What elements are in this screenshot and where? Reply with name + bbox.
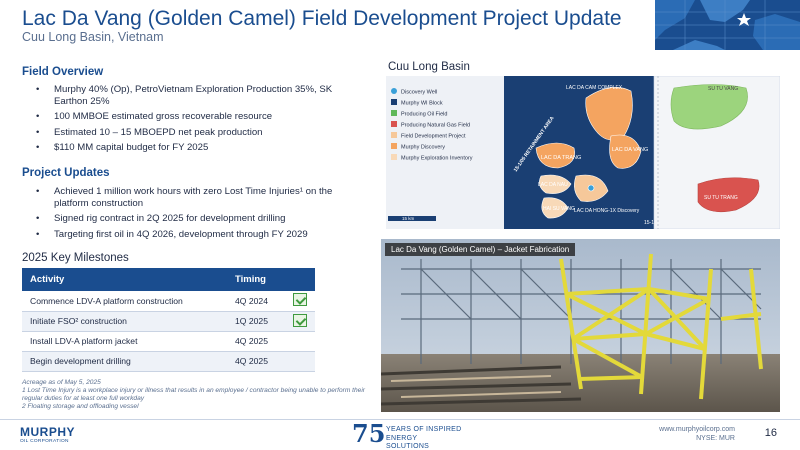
- map-label: SU TU TRANG: [704, 195, 738, 201]
- website-link[interactable]: www.murphyoilcorp.com: [659, 426, 735, 433]
- star-icon: [737, 13, 751, 26]
- project-updates-list: Achieved 1 million work hours with zero …: [22, 186, 357, 244]
- list-item: Targeting first oil in 4Q 2026, developm…: [22, 229, 357, 241]
- anniversary-number: 75: [352, 419, 386, 448]
- list-item: Signed rig contract in 2Q 2025 for devel…: [22, 213, 357, 225]
- field-overview-heading: Field Overview: [22, 66, 104, 78]
- logo-word: MURPHY: [20, 425, 76, 439]
- timing-cell: 4Q 2025: [235, 331, 293, 352]
- list-item: Estimated 10 – 15 MBOEPD net peak produc…: [22, 127, 357, 139]
- field-su-tu-vang: [670, 84, 748, 130]
- tagline-line: ENERGY SOLUTIONS: [386, 434, 430, 450]
- table-row: Commence LDV-A platform construction 4Q …: [22, 291, 315, 312]
- table-row: Initiate FSO² construction 1Q 2025: [22, 311, 315, 332]
- legend-label: Producing Natural Gas Field: [401, 123, 470, 129]
- activity-cell: Begin development drilling: [22, 351, 235, 372]
- timing-cell: 4Q 2025: [235, 351, 293, 372]
- map-label: SU TU VANG: [708, 86, 738, 92]
- map-label: LAC DA HONG-1X Discovery: [574, 208, 640, 214]
- map-label: LAC DA CAM COMPLEX: [566, 85, 623, 91]
- basin-map: Discovery Well Murphy WI Block Producing…: [386, 75, 781, 230]
- footnote: 1 Lost Time Injury is a workplace injury…: [22, 387, 365, 402]
- page-subtitle: Cuu Long Basin, Vietnam: [22, 30, 164, 44]
- footer-contact: www.murphyoilcorp.com NYSE: MUR: [659, 425, 735, 443]
- scale-label: 15 km: [402, 216, 415, 221]
- field-lac-da-vang: [609, 134, 642, 169]
- page-title: Lac Da Vang (Golden Camel) Field Develop…: [22, 7, 622, 30]
- legend-label: Murphy WI Block: [401, 101, 443, 107]
- map-legend: Discovery Well Murphy WI Block Producing…: [391, 88, 473, 162]
- murphy-logo: MURPHY OIL CORPORATION: [20, 423, 80, 447]
- table-row: Begin development drilling 4Q 2025: [22, 351, 315, 372]
- page-number: 16: [764, 427, 777, 439]
- activity-cell: Initiate FSO² construction: [22, 311, 235, 332]
- map-label: LAC DA TRANG: [541, 155, 581, 161]
- map-label: HAI SU VANG: [543, 206, 575, 212]
- list-item: $110 MM capital budget for FY 2025: [22, 142, 357, 154]
- legend-label: Discovery Well: [401, 90, 437, 96]
- list-item: Achieved 1 million work hours with zero …: [22, 186, 357, 210]
- tagline-line: YEARS OF INSPIRED: [386, 426, 462, 433]
- scale-bar: [388, 216, 436, 221]
- photo-caption: Lac Da Vang (Golden Camel) – Jacket Fabr…: [385, 243, 576, 256]
- column-header-timing: Timing: [235, 268, 315, 291]
- activity-cell: Install LDV-A platform jacket: [22, 331, 235, 352]
- field-overview-list: Murphy 40% (Op), PetroVietnam Exploratio…: [22, 84, 357, 157]
- table-row: Install LDV-A platform jacket 4Q 2025: [22, 331, 315, 352]
- map-label: LAC DA NAU: [538, 182, 568, 188]
- field-su-tu-trang: [697, 177, 760, 213]
- footnote: 2 Floating storage and offloading vessel: [22, 403, 139, 410]
- footnotes: Acreage as of May 5, 2025 1 Lost Time In…: [22, 379, 377, 411]
- footer-divider: [0, 419, 800, 420]
- legend-label: Murphy Exploration Inventory: [401, 156, 473, 162]
- list-item: Murphy 40% (Op), PetroVietnam Exploratio…: [22, 84, 357, 108]
- jacket-fabrication-photo: Lac Da Vang (Golden Camel) – Jacket Fabr…: [381, 239, 780, 412]
- milestones-table: Activity Timing Commence LDV-A platform …: [22, 268, 315, 372]
- map-label: 15-1: [644, 220, 654, 226]
- milestones-heading: 2025 Key Milestones: [22, 252, 129, 264]
- table-header-row: Activity Timing: [22, 268, 315, 291]
- jacket-structure: [559, 253, 763, 400]
- activity-cell: Commence LDV-A platform construction: [22, 291, 235, 312]
- legend-label: Field Development Project: [401, 134, 466, 140]
- list-item: 100 MMBOE estimated gross recoverable re…: [22, 111, 357, 123]
- timing-cell: 1Q 2025: [235, 311, 293, 332]
- anniversary-tagline: YEARS OF INSPIRED ENERGY SOLUTIONS: [386, 426, 462, 450]
- anniversary-logo: 75 YEARS OF INSPIRED ENERGY SOLUTIONS: [352, 419, 462, 450]
- map-title: Cuu Long Basin: [388, 61, 470, 73]
- field-lac-da-nau: [539, 174, 572, 194]
- discovery-well-marker: [587, 184, 595, 192]
- ticker: NYSE: MUR: [696, 435, 735, 442]
- footnote: Acreage as of May 5, 2025: [22, 379, 101, 386]
- field-hai-su-vang: [541, 197, 569, 219]
- checkmark-icon: [293, 313, 307, 327]
- map-label: LAC DA VANG: [612, 147, 648, 153]
- legend-label: Producing Oil Field: [401, 112, 447, 118]
- legend-label: Murphy Discovery: [401, 145, 445, 151]
- logo-subtext: OIL CORPORATION: [20, 439, 69, 444]
- project-updates-heading: Project Updates: [22, 167, 110, 179]
- checkmark-icon: [293, 293, 307, 307]
- corner-map-graphic: [655, 0, 800, 50]
- column-header-activity: Activity: [22, 268, 235, 291]
- field-lac-da-trang: [535, 142, 575, 169]
- timing-cell: 4Q 2024: [235, 291, 293, 312]
